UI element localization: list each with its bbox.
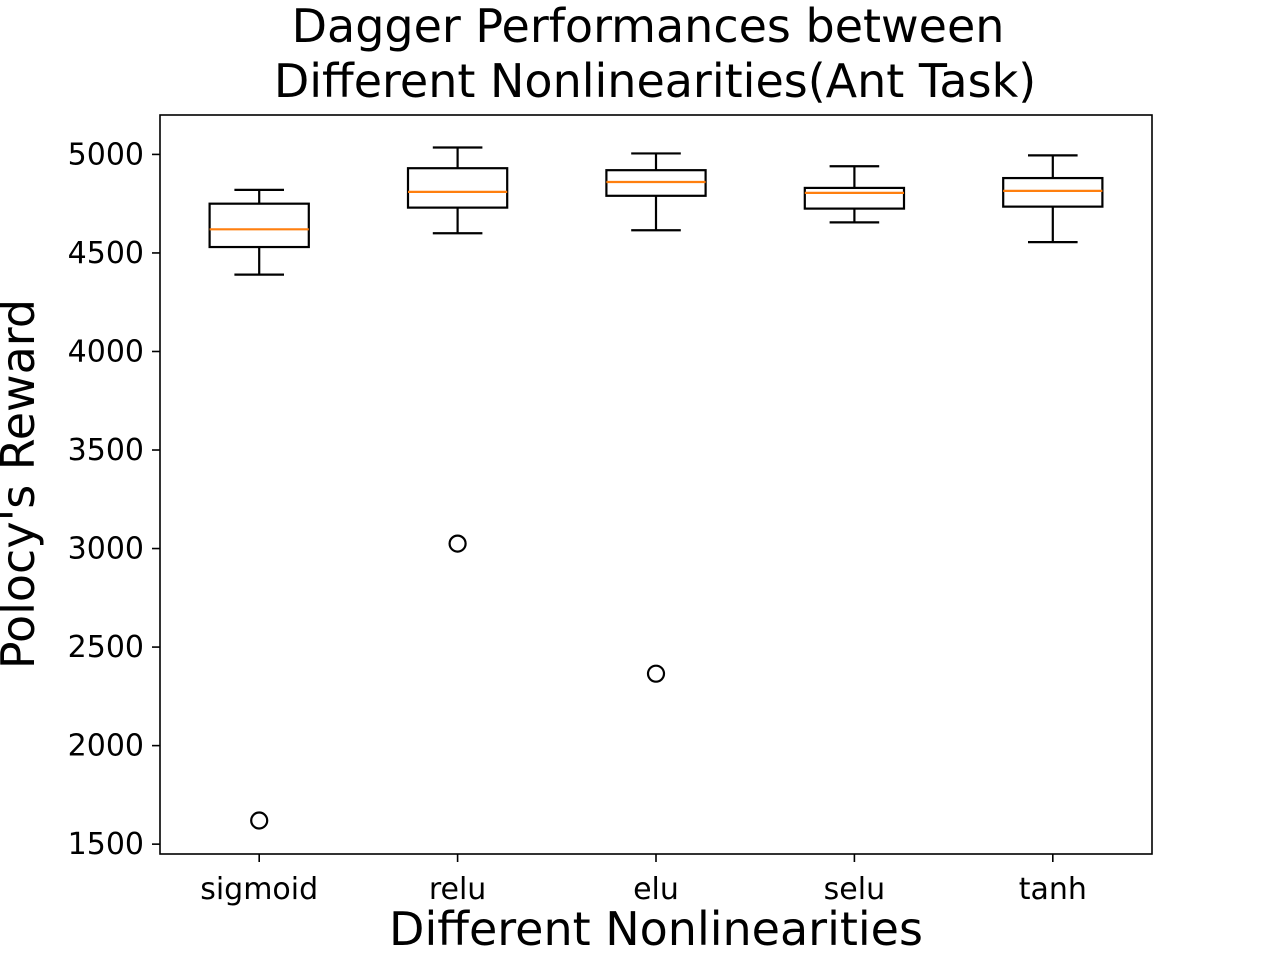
box-iqr <box>406 167 509 209</box>
x-tick-label: relu <box>429 872 486 907</box>
y-tick-label: 5000 <box>68 137 144 172</box>
outlier-point <box>646 664 666 683</box>
y-tick-label: 4000 <box>68 334 144 369</box>
box-sigmoid <box>208 188 310 830</box>
y-tick-label: 3500 <box>68 433 144 468</box>
outlier-point <box>250 811 269 830</box>
y-tick-label: 1500 <box>68 827 144 862</box>
x-tick-label: tanh <box>1019 872 1087 907</box>
y-tick-label: 4500 <box>68 236 144 271</box>
y-tick-label: 2000 <box>68 729 144 764</box>
outlier-point <box>448 534 467 553</box>
box-tanh <box>1002 154 1104 244</box>
box-iqr <box>208 202 310 249</box>
y-tick-label: 2500 <box>68 630 144 665</box>
box-elu <box>605 152 707 683</box>
box-relu <box>406 146 509 553</box>
box-iqr <box>1002 176 1104 208</box>
y-axis: 1500 2000 2500 3000 3500 4000 4500 5000 <box>68 137 160 862</box>
box-iqr <box>803 186 906 210</box>
y-tick-label: 3000 <box>68 532 144 567</box>
x-tick-label: elu <box>633 872 679 907</box>
y-axis-label: Polocy's Reward <box>0 299 45 669</box>
boxplot-series <box>208 146 1104 830</box>
x-tick-label: sigmoid <box>200 872 318 907</box>
x-tick-label: selu <box>824 872 885 907</box>
box-selu <box>803 165 906 224</box>
x-axis-label: Different Nonlinearities <box>389 902 923 956</box>
chart-title-line-2: Different Nonlinearities(Ant Task) <box>274 54 1036 108</box>
x-axis: sigmoid relu elu selu tanh <box>200 854 1087 907</box>
chart-title: Dagger Performances between Different No… <box>274 0 1036 108</box>
chart-title-line-1: Dagger Performances between <box>292 0 1005 53</box>
